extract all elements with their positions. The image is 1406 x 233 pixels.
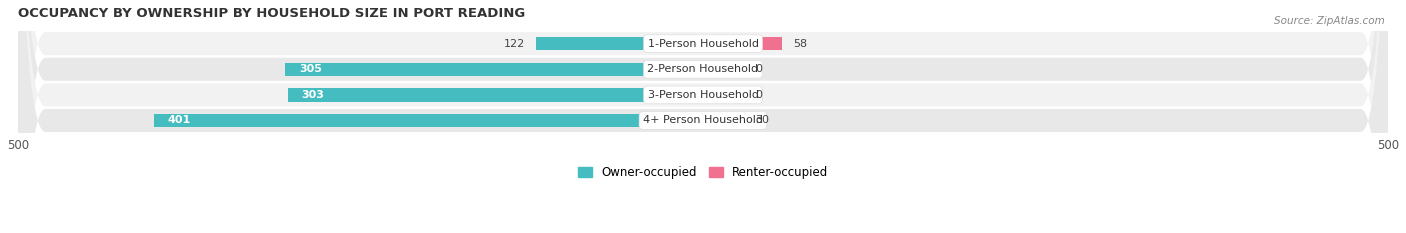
- Text: 0: 0: [755, 90, 762, 100]
- Text: 30: 30: [755, 116, 769, 126]
- FancyBboxPatch shape: [18, 0, 1388, 233]
- Text: 58: 58: [793, 39, 807, 49]
- Bar: [153, 114, 703, 127]
- Bar: [703, 37, 783, 50]
- Text: 303: 303: [302, 90, 325, 100]
- Bar: [703, 63, 744, 76]
- Text: 1-Person Household: 1-Person Household: [648, 39, 758, 49]
- Text: 0: 0: [755, 64, 762, 74]
- Bar: [703, 114, 744, 127]
- Legend: Owner-occupied, Renter-occupied: Owner-occupied, Renter-occupied: [572, 161, 834, 184]
- Text: 3-Person Household: 3-Person Household: [648, 90, 758, 100]
- Text: 4+ Person Household: 4+ Person Household: [643, 116, 763, 126]
- Bar: [536, 37, 703, 50]
- Bar: [288, 88, 703, 102]
- Text: 122: 122: [503, 39, 524, 49]
- Bar: [285, 63, 703, 76]
- Text: OCCUPANCY BY OWNERSHIP BY HOUSEHOLD SIZE IN PORT READING: OCCUPANCY BY OWNERSHIP BY HOUSEHOLD SIZE…: [18, 7, 526, 20]
- Text: 305: 305: [299, 64, 322, 74]
- FancyBboxPatch shape: [18, 0, 1388, 233]
- Bar: [703, 88, 744, 102]
- FancyBboxPatch shape: [18, 0, 1388, 233]
- Text: Source: ZipAtlas.com: Source: ZipAtlas.com: [1274, 16, 1385, 26]
- FancyBboxPatch shape: [18, 0, 1388, 233]
- Text: 401: 401: [167, 116, 191, 126]
- Text: 2-Person Household: 2-Person Household: [647, 64, 759, 74]
